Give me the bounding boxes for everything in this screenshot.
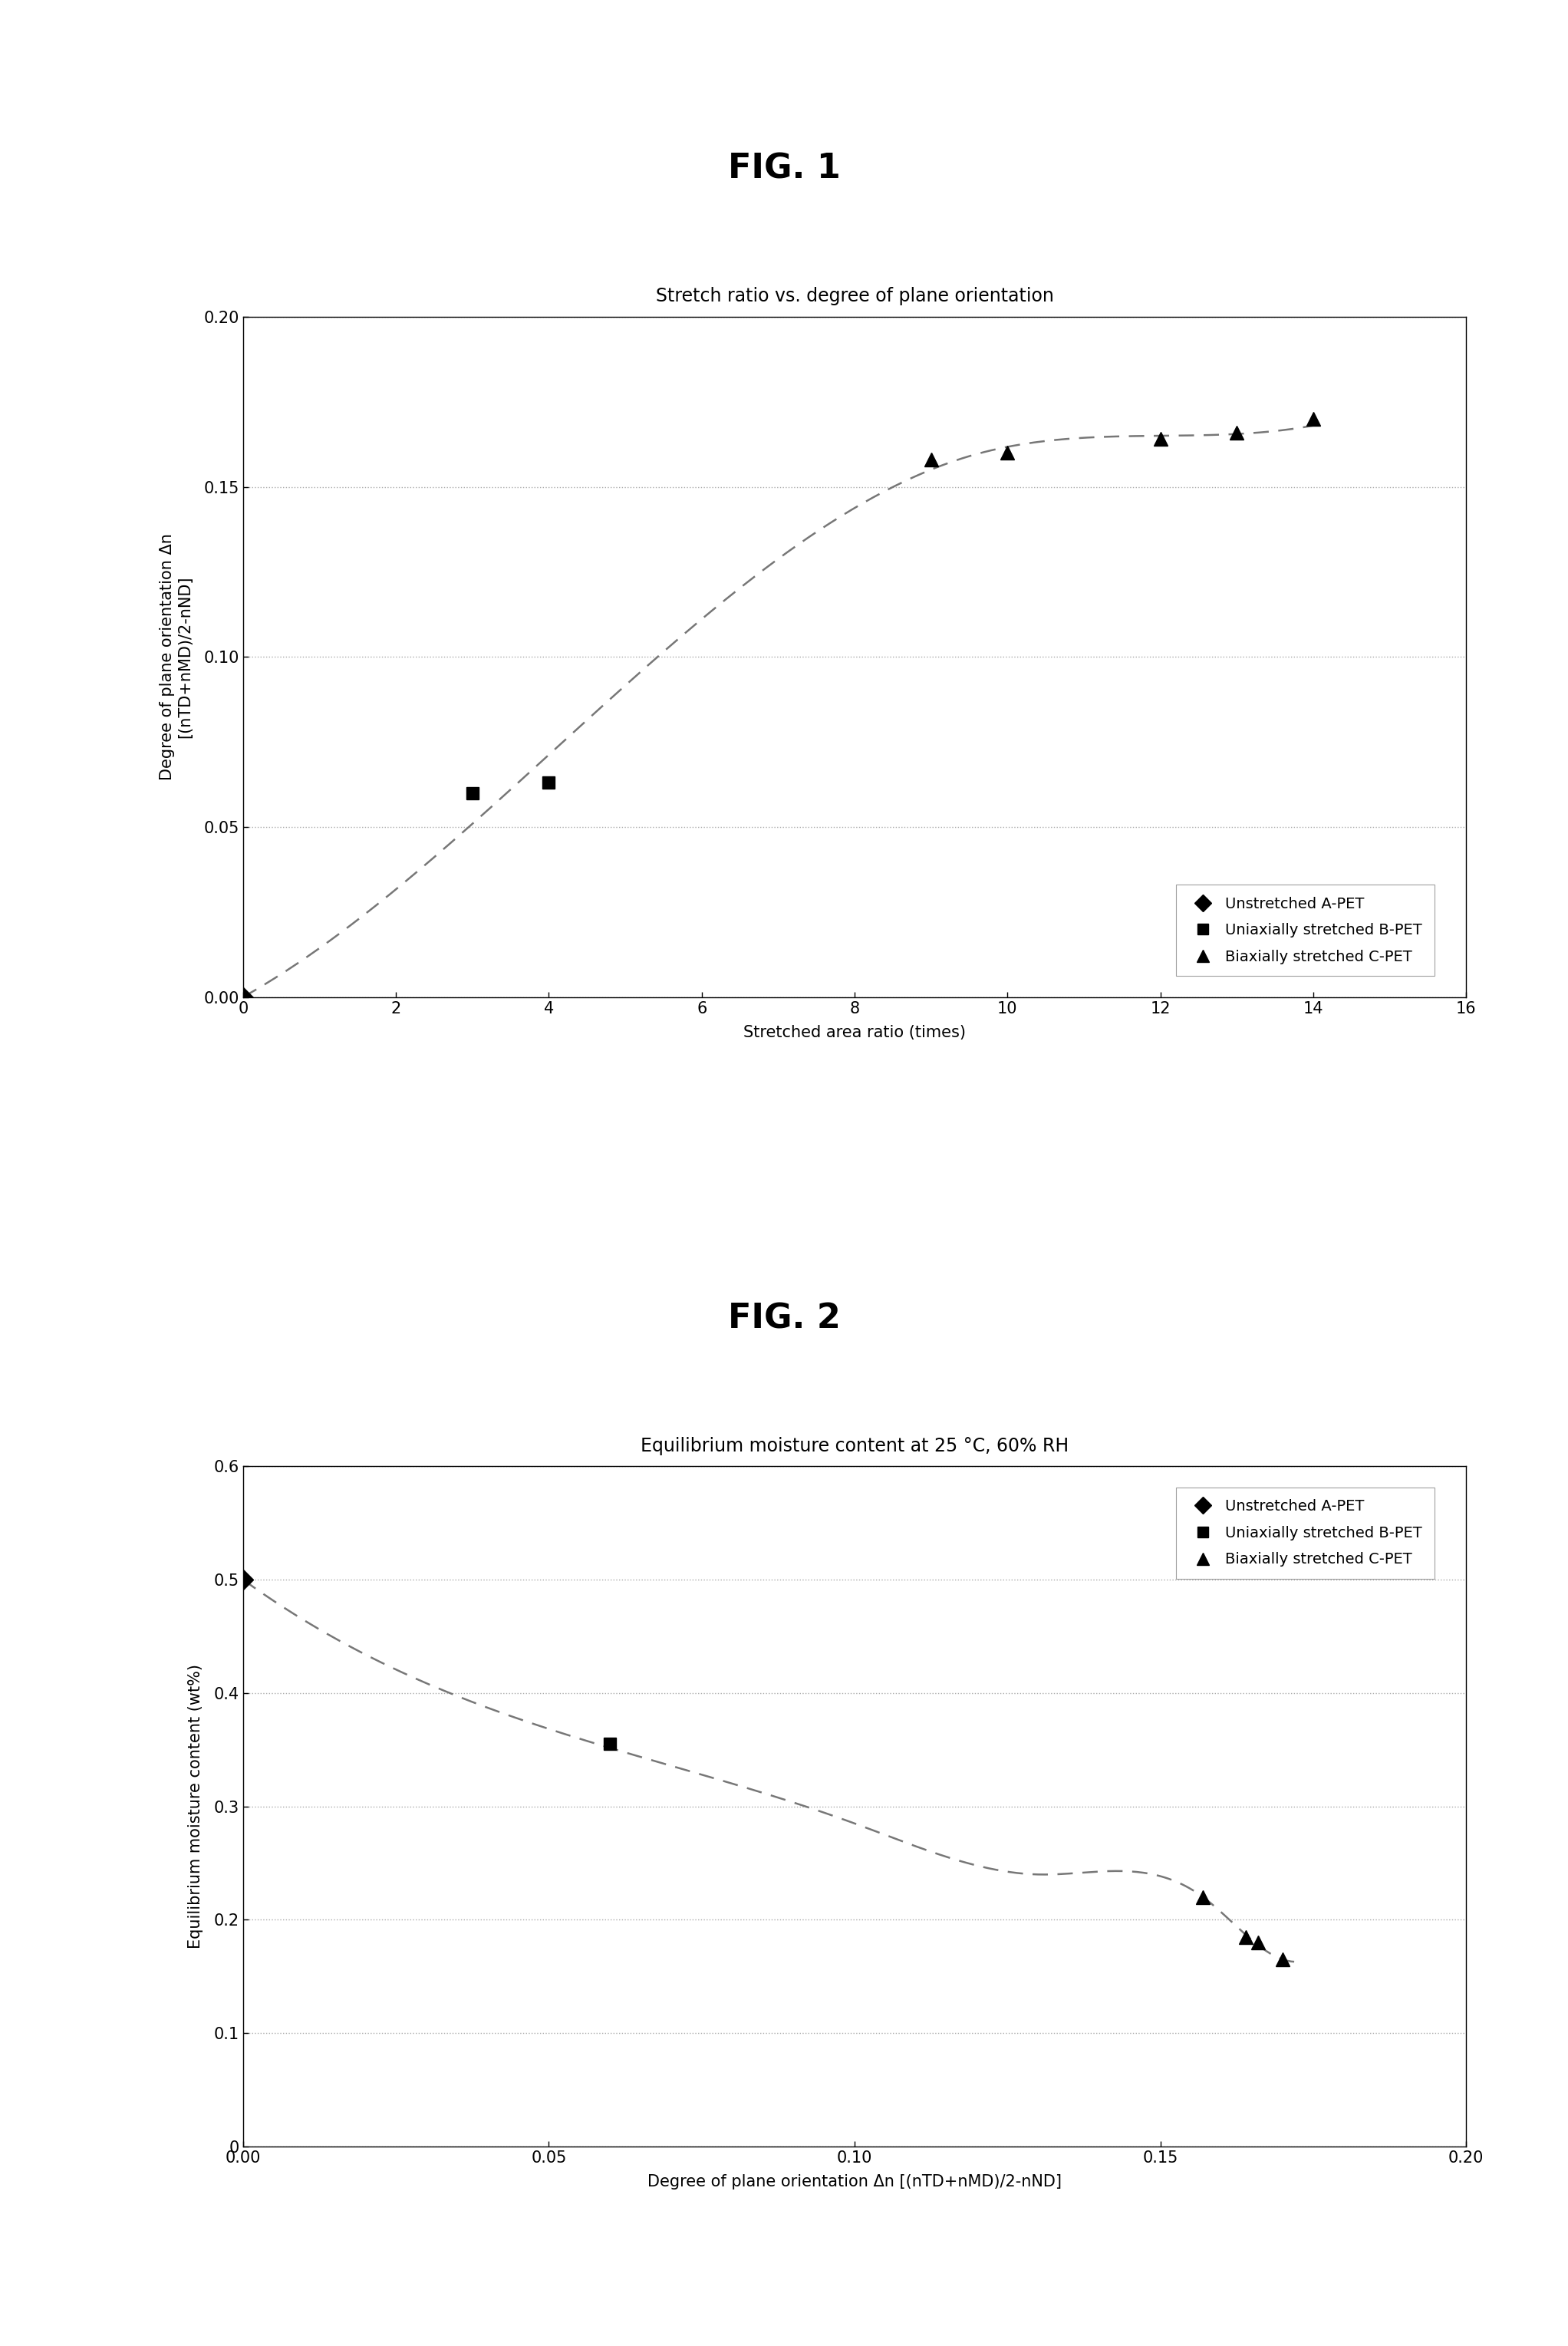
X-axis label: Degree of plane orientation Δn [(nTD+nMD)/2-nND]: Degree of plane orientation Δn [(nTD+nMD…: [648, 2175, 1062, 2189]
Title: Stretch ratio vs. degree of plane orientation: Stretch ratio vs. degree of plane orient…: [655, 286, 1054, 305]
Y-axis label: Equilibrium moisture content (wt%): Equilibrium moisture content (wt%): [188, 1663, 204, 1950]
Y-axis label: Degree of plane orientation Δn
[(nTD+nMD)/2-nND]: Degree of plane orientation Δn [(nTD+nMD…: [160, 533, 193, 781]
Text: FIG. 1: FIG. 1: [728, 152, 840, 185]
Legend: Unstretched A-PET, Uniaxially stretched B-PET, Biaxially stretched C-PET: Unstretched A-PET, Uniaxially stretched …: [1176, 1487, 1435, 1579]
Text: FIG. 2: FIG. 2: [728, 1302, 840, 1335]
X-axis label: Stretched area ratio (times): Stretched area ratio (times): [743, 1025, 966, 1039]
Title: Equilibrium moisture content at 25 °C, 60% RH: Equilibrium moisture content at 25 °C, 6…: [640, 1436, 1069, 1455]
Legend: Unstretched A-PET, Uniaxially stretched B-PET, Biaxially stretched C-PET: Unstretched A-PET, Uniaxially stretched …: [1176, 884, 1435, 976]
